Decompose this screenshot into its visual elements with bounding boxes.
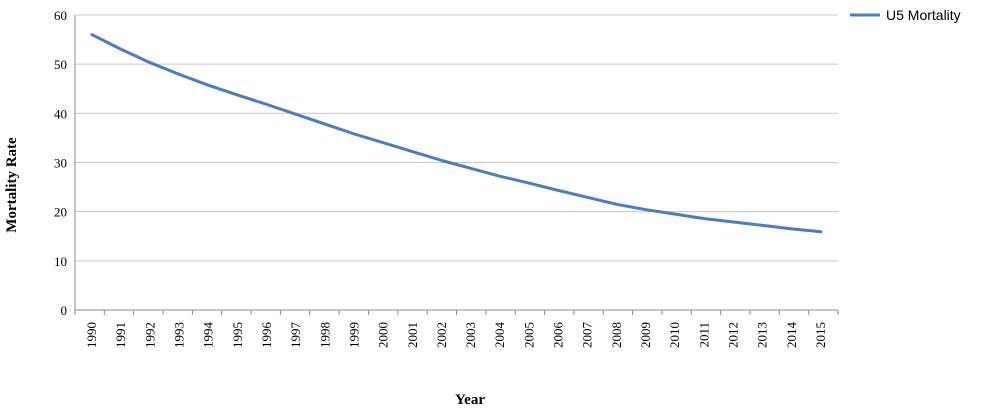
y-tick-label: 10 (54, 254, 67, 269)
x-tick-label: 2010 (667, 322, 682, 348)
y-tick-label: 0 (61, 303, 68, 318)
x-tick-label: 2008 (609, 322, 624, 348)
x-tick-label: 1997 (288, 322, 303, 349)
x-tick-label: 1999 (346, 322, 361, 348)
series-lines (90, 33, 823, 234)
x-tick-label: 1996 (259, 322, 274, 349)
y-tick-label: 20 (54, 205, 67, 220)
x-tick-label: 1991 (113, 322, 128, 348)
x-tick-label: 2003 (463, 322, 478, 348)
x-tick-label: 2004 (492, 322, 507, 349)
legend: U5 Mortality (850, 7, 961, 23)
y-tick-label: 50 (54, 57, 67, 72)
x-tick-label: 2002 (434, 322, 449, 348)
x-tick-label: 1993 (171, 322, 186, 348)
x-tick-label: 1998 (317, 322, 332, 348)
y-axis-title: Mortality Rate (4, 137, 20, 233)
gridlines (75, 14, 838, 262)
x-tick-label: 1994 (201, 322, 216, 349)
x-tick-label: 2001 (405, 322, 420, 348)
x-tick-label: 2011 (696, 322, 711, 348)
x-axis-title: Year (455, 392, 485, 408)
x-tick-label: 2012 (726, 322, 741, 348)
y-tick-label: 40 (54, 106, 67, 121)
y-tick-label: 60 (54, 8, 67, 23)
axes (74, 15, 839, 315)
x-tick-label: 2000 (376, 322, 391, 348)
x-tick-label: 1995 (230, 322, 245, 348)
x-tick-label: 2005 (521, 322, 536, 348)
x-tick-label: 2015 (813, 322, 828, 348)
x-tick-label: 1990 (84, 322, 99, 348)
x-tick-label: 2007 (580, 322, 595, 349)
y-tick-label: 30 (54, 156, 67, 171)
x-tick-labels: 1990 1991 1992 1993 1994 1995 1996 1997 1998 1999… (84, 322, 828, 349)
y-tick-labels: 0 10 20 30 40 50 60 (54, 8, 67, 318)
series-line (90, 33, 823, 234)
x-tick-label: 2013 (755, 322, 770, 348)
x-tick-label: 2006 (551, 322, 566, 349)
x-tick-label: 2009 (638, 322, 653, 348)
legend-label: U5 Mortality (886, 7, 961, 23)
x-tick-label: 2014 (784, 322, 799, 349)
x-tick-label: 1992 (142, 322, 157, 348)
